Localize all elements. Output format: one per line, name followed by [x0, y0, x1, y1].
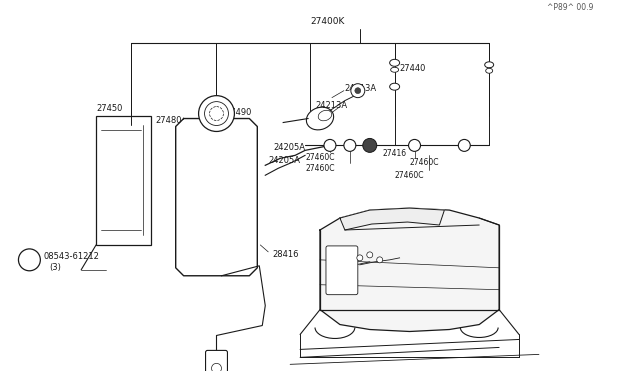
Ellipse shape — [318, 110, 332, 121]
Ellipse shape — [390, 59, 399, 66]
FancyBboxPatch shape — [326, 246, 358, 295]
Text: 27440: 27440 — [399, 64, 426, 73]
Text: 27460C: 27460C — [410, 158, 439, 167]
Text: 27480: 27480 — [156, 116, 182, 125]
Ellipse shape — [307, 107, 333, 130]
Circle shape — [357, 255, 363, 261]
Text: 27460C: 27460C — [305, 164, 335, 173]
Circle shape — [351, 84, 365, 97]
Text: 27416: 27416 — [383, 149, 407, 158]
Text: 27400K: 27400K — [310, 16, 344, 26]
Text: 27460C: 27460C — [305, 153, 335, 162]
Circle shape — [212, 363, 221, 372]
Ellipse shape — [486, 68, 493, 73]
Text: ^P89^ 00.9: ^P89^ 00.9 — [547, 3, 594, 12]
Circle shape — [209, 107, 223, 121]
Ellipse shape — [390, 67, 399, 72]
Circle shape — [344, 140, 356, 151]
Circle shape — [198, 96, 234, 131]
Text: (3): (3) — [49, 263, 61, 272]
Ellipse shape — [484, 62, 493, 68]
Text: 08543-61212: 08543-61212 — [44, 252, 99, 262]
Polygon shape — [340, 208, 444, 230]
Text: 24213A: 24213A — [345, 84, 377, 93]
Circle shape — [19, 249, 40, 271]
Circle shape — [367, 252, 372, 258]
Text: 27450: 27450 — [96, 104, 122, 113]
Circle shape — [205, 102, 228, 125]
Circle shape — [458, 140, 470, 151]
Ellipse shape — [390, 83, 399, 90]
Circle shape — [377, 257, 383, 263]
Circle shape — [355, 88, 361, 94]
Circle shape — [324, 140, 336, 151]
Text: 28416: 28416 — [272, 250, 299, 259]
Polygon shape — [320, 208, 499, 331]
Text: S: S — [27, 255, 32, 264]
Text: 24205A: 24205A — [273, 143, 305, 152]
FancyBboxPatch shape — [96, 116, 151, 245]
Circle shape — [363, 138, 377, 153]
Polygon shape — [176, 119, 257, 276]
Text: 27490: 27490 — [225, 108, 252, 117]
FancyBboxPatch shape — [205, 350, 227, 372]
Circle shape — [408, 140, 420, 151]
Text: 27460C: 27460C — [395, 171, 424, 180]
Text: 24205A: 24205A — [268, 156, 300, 165]
Text: 24213A: 24213A — [315, 101, 347, 110]
